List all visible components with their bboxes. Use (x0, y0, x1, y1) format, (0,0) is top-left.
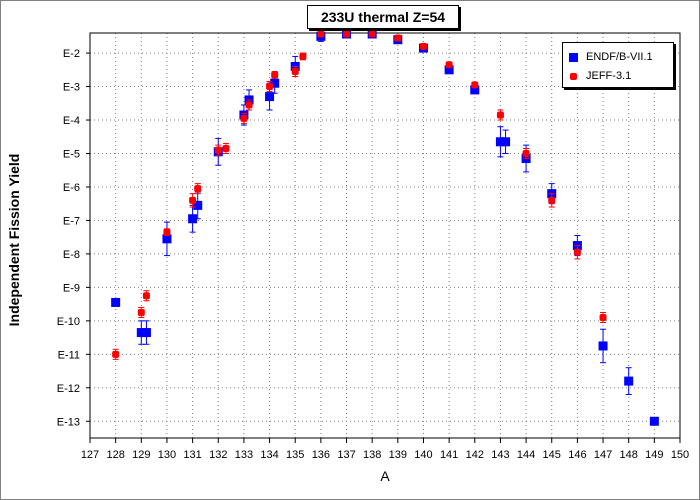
x-tick-label: 134 (260, 449, 278, 461)
legend-label-endf: ENDF/B-VII.1 (586, 51, 653, 63)
data-point (266, 83, 274, 91)
data-point (343, 30, 351, 38)
x-tick-label: 130 (158, 449, 176, 461)
data-point (271, 71, 279, 79)
x-axis-ticks: 127 128 129 130 131 132 133 134 135 136 137 138 139 1… (81, 438, 689, 461)
data-point (470, 85, 480, 95)
y-axis-ticks: E-2 E-3 E-4 E-5 E-6 E-7 E-8 E-9 E-10 E-11 E-12 E-13 (57, 48, 90, 428)
data-point (394, 34, 402, 42)
y-tick-label: E-6 (63, 182, 80, 194)
data-point (291, 67, 299, 75)
y-tick-label: E-11 (58, 349, 80, 361)
x-tick-label: 135 (286, 449, 304, 461)
x-axis-label: A (380, 468, 390, 484)
y-tick-label: E-5 (63, 148, 80, 160)
data-point (188, 214, 198, 224)
data-point (265, 92, 275, 102)
x-tick-label: 138 (363, 449, 381, 461)
data-point (214, 146, 222, 154)
grid-lines (90, 33, 680, 438)
data-point (222, 144, 230, 152)
x-tick-label: 147 (594, 449, 612, 461)
data-point (111, 297, 121, 307)
chart-legend: ENDF/B-VII.1 JEFF-3.1 (562, 42, 674, 88)
data-point (193, 200, 203, 210)
x-tick-label: 128 (106, 449, 124, 461)
legend-swatch-jeff (570, 72, 577, 80)
data-point (317, 30, 325, 38)
x-tick-label: 139 (389, 449, 407, 461)
x-tick-label: 129 (132, 449, 150, 461)
y-tick-label: E-7 (63, 215, 80, 227)
data-point (299, 52, 307, 60)
series-endf (111, 29, 659, 426)
x-tick-label: 145 (543, 449, 561, 461)
data-point (137, 308, 145, 316)
x-tick-label: 127 (81, 449, 99, 461)
x-tick-label: 148 (620, 449, 638, 461)
chart-title-text: 233U thermal Z=54 (320, 9, 446, 25)
x-tick-label: 131 (183, 449, 201, 461)
data-point (649, 416, 659, 426)
data-point (142, 292, 150, 300)
legend-entry-endf: ENDF/B-VII.1 (569, 50, 653, 64)
data-point (624, 376, 634, 386)
data-point (471, 81, 479, 89)
legend-label-jeff: JEFF-3.1 (586, 70, 632, 82)
y-tick-label: E-2 (63, 48, 80, 60)
data-point (496, 111, 504, 119)
data-point (495, 137, 505, 147)
y-tick-label: E-4 (63, 115, 80, 127)
data-series (111, 29, 659, 426)
legend-entry-jeff: JEFF-3.1 (569, 69, 631, 83)
x-tick-label: 150 (671, 449, 689, 461)
data-point (445, 61, 453, 69)
y-tick-label: E-12 (57, 383, 80, 395)
x-tick-label: 146 (568, 449, 586, 461)
y-axis-label: Independent Fission Yield (6, 153, 22, 327)
data-point (141, 328, 151, 338)
data-point (573, 248, 581, 256)
y-tick-label: E-3 (63, 82, 80, 94)
x-tick-label: 132 (209, 449, 227, 461)
data-point (162, 234, 172, 244)
x-tick-label: 142 (466, 449, 484, 461)
x-tick-label: 149 (645, 449, 663, 461)
y-tick-label: E-10 (57, 316, 80, 328)
legend-swatch-endf (569, 52, 578, 62)
x-tick-label: 143 (491, 449, 509, 461)
data-point (599, 314, 607, 322)
y-tick-label: E-13 (57, 416, 80, 428)
data-point (548, 196, 556, 204)
series-jeff (112, 30, 607, 360)
data-point (444, 65, 454, 75)
data-point (189, 196, 197, 204)
data-point (163, 228, 171, 236)
plot-area-border (89, 32, 681, 439)
data-point (194, 185, 202, 193)
data-point (270, 78, 280, 88)
data-point (522, 149, 530, 157)
x-tick-label: 144 (517, 449, 535, 461)
data-point (368, 30, 376, 38)
y-tick-label: E-8 (63, 249, 80, 261)
data-point (419, 42, 427, 50)
x-tick-label: 141 (440, 449, 458, 461)
chart-title: 233U thermal Z=54 (307, 5, 459, 29)
x-tick-label: 140 (414, 449, 432, 461)
data-point (136, 328, 146, 338)
x-tick-label: 136 (312, 449, 330, 461)
y-tick-label: E-9 (63, 282, 80, 294)
data-point (240, 114, 248, 122)
data-point (598, 341, 608, 351)
x-tick-label: 137 (337, 449, 355, 461)
x-tick-label: 133 (235, 449, 253, 461)
data-point (245, 101, 253, 109)
data-point (112, 350, 120, 358)
data-point (501, 137, 511, 147)
